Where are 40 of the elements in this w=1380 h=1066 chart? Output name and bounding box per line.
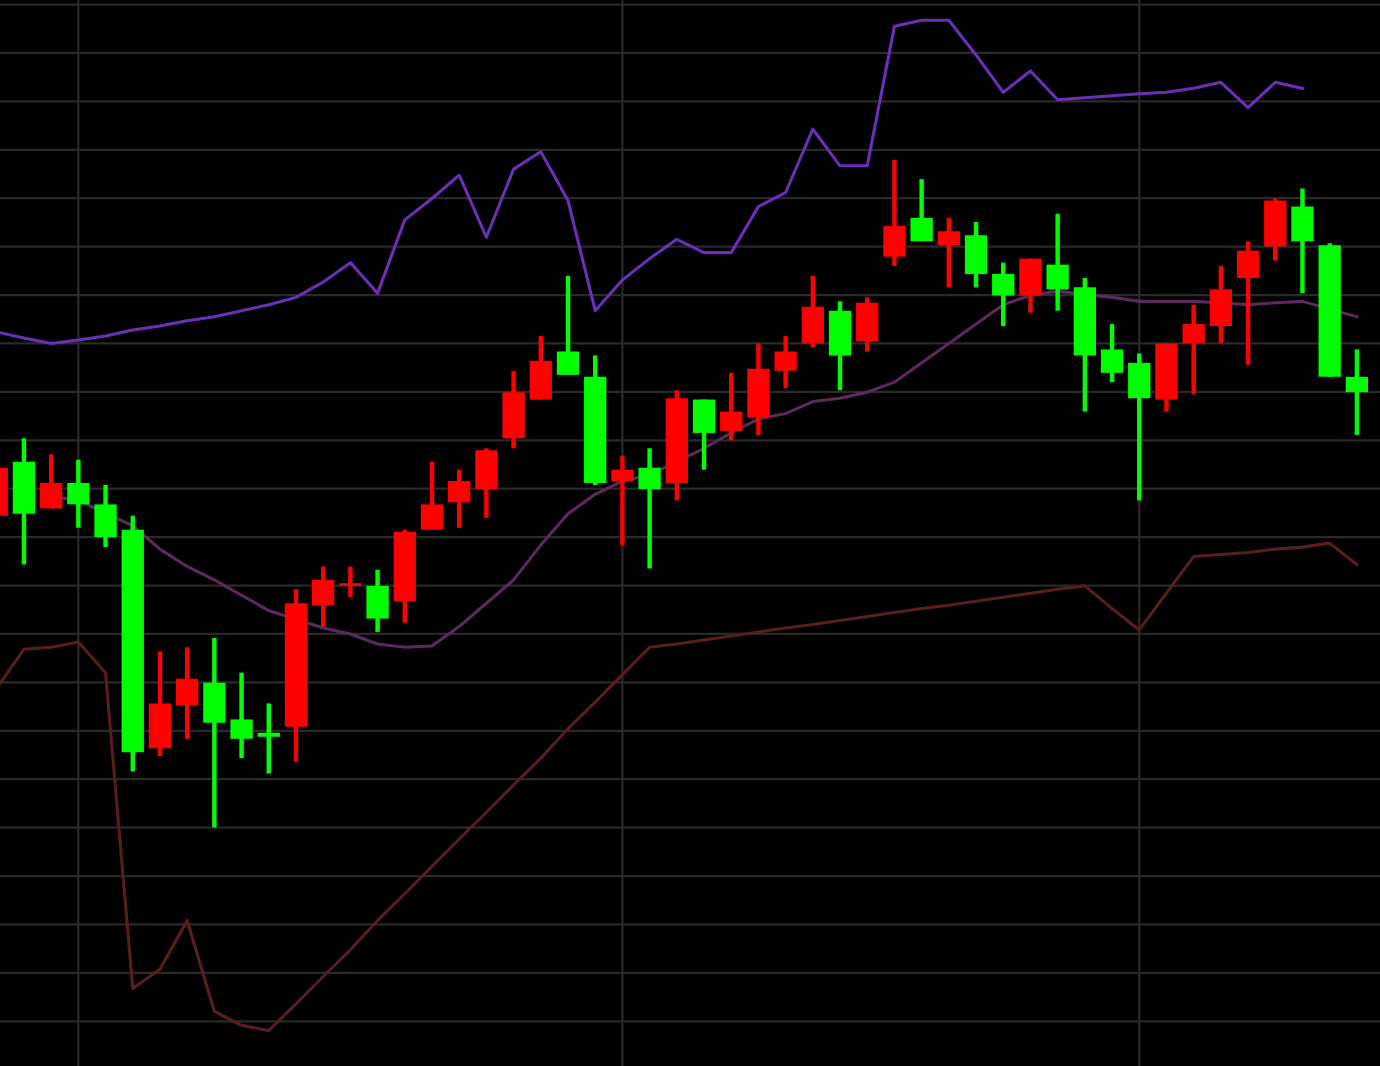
candlestick	[1236, 239, 1260, 368]
candlestick	[638, 446, 661, 571]
candlestick	[1019, 256, 1042, 315]
candlestick	[230, 670, 253, 761]
candlestick	[1209, 263, 1233, 346]
candlestick	[883, 157, 906, 269]
candlestick	[67, 457, 90, 530]
candlestick	[1100, 321, 1124, 385]
candlestick	[148, 649, 172, 759]
candlestick	[39, 452, 63, 511]
candlestick	[176, 645, 199, 742]
candlestick	[964, 219, 988, 290]
candlestick	[856, 295, 879, 354]
candlestick	[475, 446, 498, 520]
candlestick	[937, 215, 960, 290]
candlestick	[502, 368, 525, 451]
candlestick	[1046, 211, 1069, 313]
candlestick	[448, 467, 471, 530]
candlestick	[1128, 351, 1151, 503]
candlestick	[1291, 186, 1314, 296]
candlestick	[992, 260, 1015, 329]
candlestick	[366, 567, 389, 635]
candlestick	[774, 333, 797, 391]
candlestick	[257, 701, 280, 776]
candlestick	[203, 635, 226, 830]
candlestick	[1345, 347, 1369, 438]
candlestick	[720, 370, 743, 443]
candlestick	[828, 299, 852, 393]
candlestick	[94, 482, 117, 550]
candlestick	[801, 273, 824, 350]
candlestick	[692, 397, 716, 472]
candlestick	[312, 564, 335, 629]
candlestick	[339, 564, 362, 600]
candlestick	[611, 453, 634, 548]
candlestick	[910, 176, 933, 244]
candlestick	[1264, 196, 1287, 263]
candlestick	[420, 459, 444, 532]
candlestick	[1182, 302, 1205, 397]
candlestick	[529, 333, 552, 402]
candlestick	[556, 273, 580, 378]
